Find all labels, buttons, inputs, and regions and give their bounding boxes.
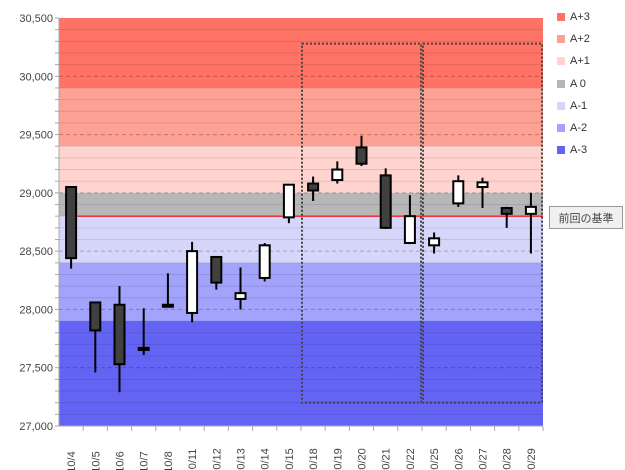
candle-body — [210, 255, 223, 284]
y-tick-label: 27,500 — [19, 363, 53, 375]
y-tick-label: 29,500 — [19, 130, 53, 142]
y-tick-label: 27,000 — [19, 421, 53, 433]
legend-item: A-3 — [557, 139, 590, 161]
x-tick-label: 10/26 — [453, 448, 465, 470]
candle-body — [428, 237, 441, 247]
y-tick-label: 29,000 — [19, 188, 53, 200]
legend: A+3 A+2 A+1 A 0 A-1 A-2 A-3 — [557, 6, 590, 161]
x-tick-label: 10/19 — [332, 448, 344, 470]
x-tick-label: 10/15 — [284, 448, 296, 470]
y-tick-label: 28,500 — [19, 246, 53, 258]
legend-item: A-2 — [557, 117, 590, 139]
x-tick-label: 10/5 — [90, 451, 102, 470]
candle-body — [258, 244, 271, 279]
legend-item: A-1 — [557, 95, 590, 117]
legend-label: A-2 — [570, 122, 588, 135]
band-6 — [59, 321, 543, 426]
legend-label: A+3 — [570, 11, 590, 24]
x-tick-label: 10/22 — [405, 448, 417, 470]
candle-body — [524, 205, 537, 215]
y-tick-label: 30,500 — [19, 13, 53, 25]
legend-label: A+1 — [570, 55, 590, 68]
x-tick-label: 10/18 — [308, 448, 320, 470]
candle-body — [113, 303, 126, 366]
candle-body — [307, 182, 320, 192]
legend-swatch — [557, 146, 565, 155]
highlight-range — [422, 42, 543, 404]
x-tick-label: 10/7 — [139, 451, 151, 470]
candle-body — [331, 168, 344, 182]
candle-body — [452, 180, 465, 205]
legend-swatch — [557, 124, 565, 133]
legend-item: A+1 — [557, 50, 590, 72]
candle-body — [379, 174, 392, 229]
candle-body — [355, 146, 368, 165]
legend-swatch — [557, 79, 565, 88]
legend-item: A+3 — [557, 6, 590, 28]
candle-body — [234, 292, 247, 300]
legend-swatch — [557, 57, 565, 66]
legend-swatch — [557, 35, 565, 44]
candle-body — [282, 183, 295, 219]
x-tick-label: 10/25 — [429, 448, 441, 470]
x-tick-label: 10/12 — [211, 448, 223, 470]
legend-label: A+2 — [570, 33, 590, 46]
y-tick-label: 28,000 — [19, 304, 53, 316]
legend-label: A-3 — [570, 144, 588, 157]
band-0 — [59, 18, 543, 88]
candle-body — [186, 250, 199, 314]
candle-body — [89, 301, 102, 332]
band-1 — [59, 87, 543, 147]
candle-body — [137, 346, 150, 351]
legend-label: A-1 — [570, 99, 588, 112]
highlight-range — [301, 42, 422, 404]
candle-body — [65, 186, 78, 260]
candle-body — [476, 181, 489, 189]
legend-item: A+2 — [557, 28, 590, 50]
legend-item: A 0 — [557, 73, 590, 95]
x-tick-label: 10/21 — [381, 448, 393, 470]
x-tick-label: 10/11 — [187, 449, 199, 470]
candle-body — [500, 207, 513, 215]
x-tick-label: 10/14 — [260, 448, 272, 470]
x-tick-label: 10/20 — [357, 448, 369, 470]
candle-body — [161, 303, 174, 308]
y-tick-label: 30,000 — [19, 71, 53, 83]
x-tick-label: 10/13 — [236, 448, 248, 470]
x-tick-label: 10/4 — [66, 451, 78, 470]
legend-label: A 0 — [570, 77, 586, 90]
x-tick-label: 10/27 — [478, 448, 490, 470]
candle-body — [403, 215, 416, 244]
x-tick-label: 10/29 — [526, 448, 538, 470]
x-tick-label: 10/6 — [115, 451, 127, 470]
reference-label: 前回の基準 — [549, 206, 623, 229]
legend-swatch — [557, 101, 565, 110]
x-tick-label: 10/8 — [163, 451, 175, 470]
x-tick-label: 10/28 — [502, 448, 514, 470]
legend-swatch — [557, 13, 565, 22]
